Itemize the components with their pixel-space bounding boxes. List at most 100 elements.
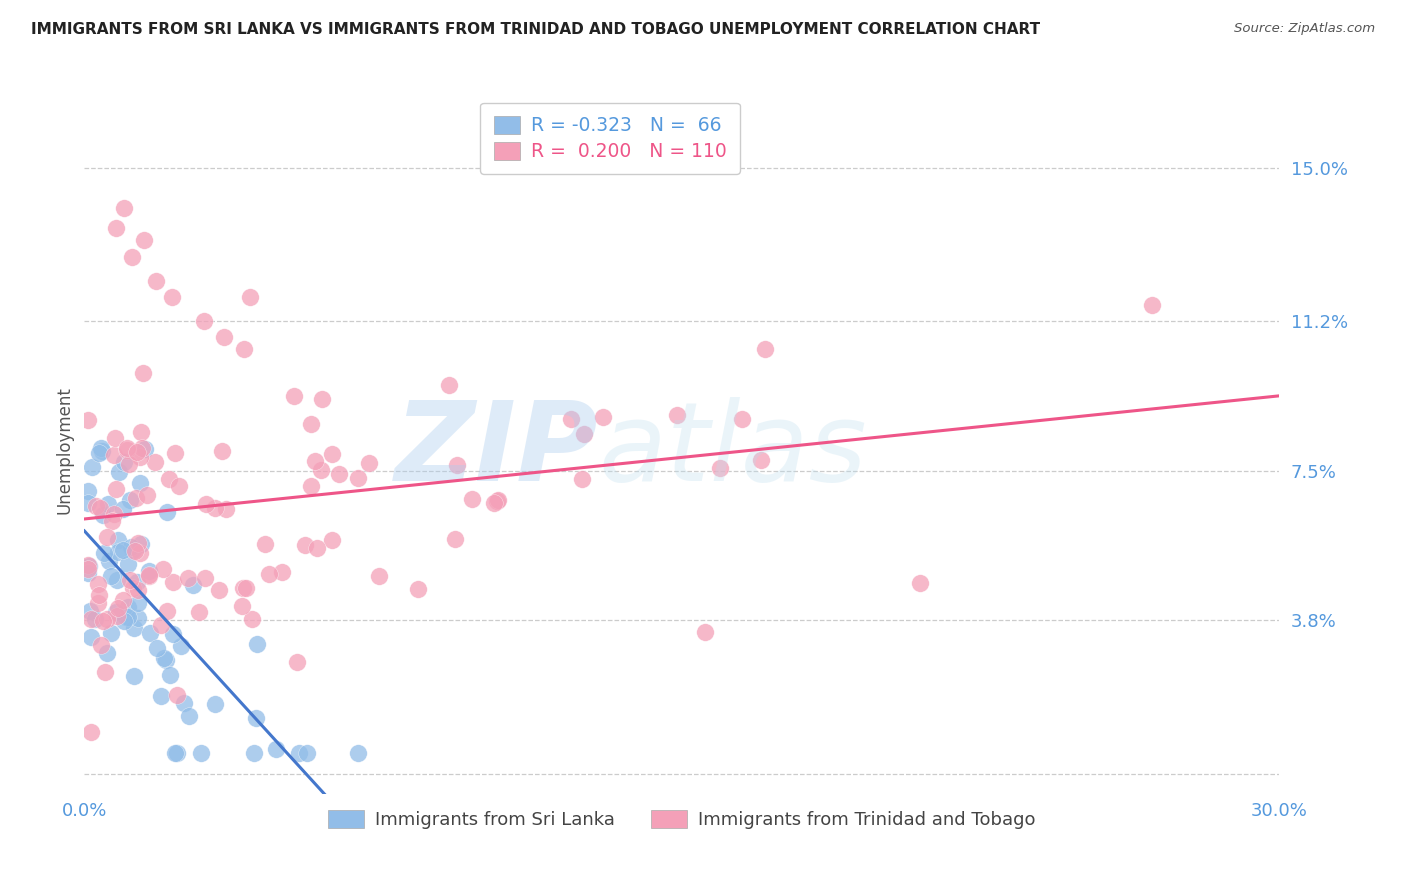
Point — [194, 571, 217, 585]
Point — [190, 747, 212, 761]
Point — [127, 575, 149, 590]
Point — [145, 641, 167, 656]
Point — [90, 638, 112, 652]
Point — [240, 612, 263, 626]
Point — [155, 653, 177, 667]
Point — [105, 609, 128, 624]
Point — [112, 614, 135, 628]
Point — [91, 614, 114, 628]
Point — [359, 456, 381, 470]
Point — [304, 454, 326, 468]
Point — [215, 501, 238, 516]
Point — [104, 482, 127, 496]
Point — [77, 496, 100, 510]
Point — [107, 601, 129, 615]
Point — [159, 667, 181, 681]
Point — [80, 612, 103, 626]
Point — [299, 417, 322, 431]
Point — [103, 448, 125, 462]
Point — [97, 554, 120, 568]
Point — [163, 446, 186, 460]
Point — [266, 741, 288, 756]
Point — [368, 569, 391, 583]
Point — [77, 483, 100, 498]
Point — [122, 582, 145, 596]
Point — [437, 377, 460, 392]
Point — [127, 582, 149, 597]
Point — [211, 443, 233, 458]
Point — [666, 408, 689, 422]
Point — [117, 558, 139, 572]
Point — [80, 631, 103, 645]
Point — [162, 574, 184, 589]
Point — [120, 540, 142, 554]
Point — [131, 442, 153, 456]
Point — [232, 343, 254, 357]
Point — [111, 502, 134, 516]
Point — [321, 533, 343, 547]
Point — [127, 611, 149, 625]
Point — [132, 366, 155, 380]
Point — [129, 425, 152, 439]
Point — [309, 463, 332, 477]
Point — [232, 581, 254, 595]
Point — [908, 576, 931, 591]
Point — [138, 569, 160, 583]
Point — [96, 647, 118, 661]
Point — [111, 592, 134, 607]
Point — [486, 492, 509, 507]
Point — [239, 290, 262, 304]
Point — [297, 747, 319, 761]
Point — [170, 639, 193, 653]
Point — [152, 562, 174, 576]
Point — [246, 638, 269, 652]
Point — [145, 274, 167, 288]
Point — [328, 467, 350, 482]
Point — [311, 392, 333, 406]
Point — [82, 459, 104, 474]
Point — [107, 545, 129, 559]
Point — [89, 588, 111, 602]
Point — [134, 442, 156, 457]
Point — [107, 465, 129, 479]
Point — [91, 508, 114, 522]
Point — [212, 330, 235, 344]
Point — [235, 581, 257, 595]
Point — [156, 604, 179, 618]
Point — [79, 604, 101, 618]
Point — [162, 627, 184, 641]
Point — [245, 711, 267, 725]
Point — [121, 542, 143, 557]
Point — [208, 582, 231, 597]
Point — [83, 612, 105, 626]
Point — [187, 605, 209, 619]
Point — [485, 494, 508, 508]
Point — [139, 626, 162, 640]
Point — [117, 600, 139, 615]
Point — [181, 577, 204, 591]
Point — [135, 488, 157, 502]
Point — [118, 493, 141, 508]
Point — [484, 496, 506, 510]
Point — [114, 609, 136, 624]
Point — [77, 562, 100, 576]
Point — [124, 491, 146, 505]
Point — [93, 546, 115, 560]
Point — [112, 201, 135, 215]
Point — [131, 537, 153, 551]
Point — [243, 747, 266, 761]
Point — [129, 450, 152, 464]
Point — [346, 471, 368, 485]
Point — [87, 446, 110, 460]
Point — [127, 536, 149, 550]
Point — [294, 537, 316, 551]
Point — [128, 476, 150, 491]
Point — [90, 444, 112, 458]
Point — [107, 533, 129, 547]
Point — [165, 747, 187, 761]
Point — [96, 497, 118, 511]
Point — [77, 413, 100, 427]
Point — [111, 543, 134, 558]
Point — [195, 497, 218, 511]
Point — [173, 697, 195, 711]
